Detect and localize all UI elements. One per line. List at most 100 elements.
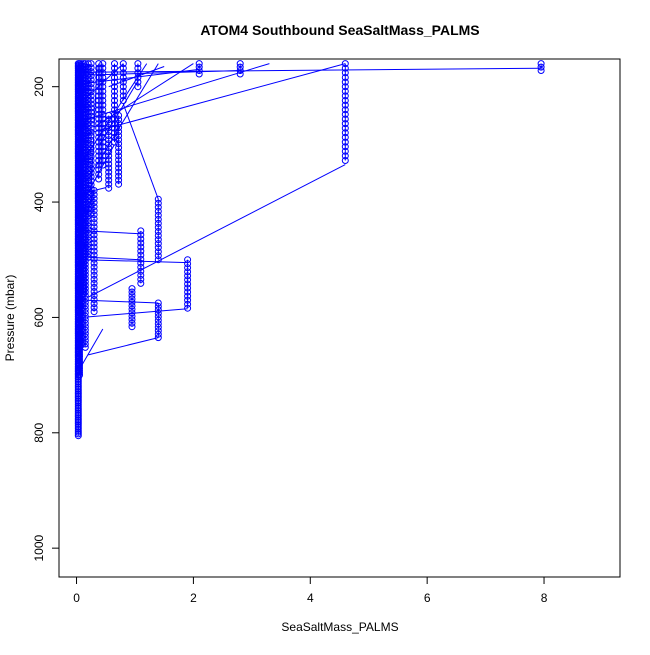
data-point xyxy=(154,309,162,317)
data-point xyxy=(154,219,162,227)
data-point xyxy=(77,311,85,319)
data-point xyxy=(87,60,95,68)
data-point xyxy=(76,348,83,356)
data-point xyxy=(184,280,192,288)
data-point xyxy=(99,69,107,77)
data-point xyxy=(128,316,136,324)
data-point xyxy=(81,295,89,303)
data-point xyxy=(77,341,85,349)
data-point xyxy=(111,83,118,91)
data-point xyxy=(95,157,103,164)
data-point xyxy=(184,288,192,296)
data-point xyxy=(99,83,107,91)
series-line xyxy=(79,63,346,137)
series-line xyxy=(82,68,200,85)
data-point xyxy=(77,307,85,314)
data-point xyxy=(128,305,136,313)
data-point xyxy=(87,112,95,120)
data-point xyxy=(95,69,103,77)
data-point xyxy=(77,332,85,340)
data-point xyxy=(81,312,89,320)
data-point xyxy=(341,147,349,155)
data-point xyxy=(90,207,98,215)
data-point xyxy=(81,305,89,313)
data-point xyxy=(90,308,98,316)
data-point xyxy=(236,60,244,68)
data-point xyxy=(76,364,83,372)
data-point xyxy=(76,369,83,377)
series-line xyxy=(79,144,115,209)
data-point xyxy=(105,180,113,188)
data-point xyxy=(111,124,118,132)
data-point xyxy=(154,195,162,203)
data-point xyxy=(341,133,349,141)
data-point xyxy=(95,60,103,68)
data-point xyxy=(81,337,89,344)
data-point xyxy=(87,136,95,144)
x-tick-label: 6 xyxy=(424,591,431,605)
data-point xyxy=(77,309,85,317)
data-point xyxy=(119,60,127,68)
data-point xyxy=(81,281,89,289)
data-point xyxy=(77,300,85,308)
data-point xyxy=(81,298,89,306)
series-line xyxy=(122,103,159,200)
data-point xyxy=(115,116,123,124)
data-point xyxy=(105,172,113,180)
data-point xyxy=(128,288,136,296)
data-layer xyxy=(74,60,545,440)
data-point xyxy=(134,60,142,68)
data-point xyxy=(81,260,89,268)
y-axis-label: Pressure (mbar) xyxy=(3,275,17,362)
data-point xyxy=(154,323,162,331)
data-point xyxy=(119,64,127,72)
data-point xyxy=(341,60,349,68)
data-point xyxy=(111,115,118,123)
data-point xyxy=(81,333,89,341)
data-point xyxy=(87,157,95,164)
data-point xyxy=(111,60,118,68)
data-point xyxy=(184,256,192,264)
data-point xyxy=(341,157,349,164)
data-point xyxy=(90,304,98,312)
data-point xyxy=(111,97,118,104)
data-point xyxy=(154,327,162,335)
data-point xyxy=(90,275,98,283)
data-point xyxy=(95,147,103,155)
data-point xyxy=(341,124,349,132)
data-point xyxy=(184,300,192,308)
data-point xyxy=(341,129,349,137)
data-point xyxy=(95,143,103,151)
data-point xyxy=(184,260,192,268)
data-point xyxy=(99,87,107,95)
data-point xyxy=(90,271,98,279)
data-point xyxy=(154,334,162,342)
data-point xyxy=(90,199,98,207)
data-point xyxy=(341,64,349,72)
data-point xyxy=(90,239,98,247)
data-point xyxy=(99,64,107,72)
data-point xyxy=(99,106,107,114)
series-line xyxy=(79,256,141,261)
data-point xyxy=(137,239,145,247)
data-point xyxy=(115,136,123,144)
data-point xyxy=(90,211,98,219)
data-point xyxy=(128,292,136,299)
data-point xyxy=(154,306,162,314)
data-point xyxy=(76,346,83,354)
data-point xyxy=(184,264,192,272)
data-point xyxy=(128,285,136,293)
data-point xyxy=(184,276,192,284)
data-point xyxy=(90,247,98,255)
data-point xyxy=(90,279,98,287)
y-tick-label: 200 xyxy=(32,76,46,96)
data-point xyxy=(77,330,85,338)
series-line xyxy=(79,63,270,122)
data-point xyxy=(90,243,98,251)
data-point xyxy=(90,283,98,291)
y-axis: 200 400 600 800 1000 xyxy=(32,76,60,562)
data-point xyxy=(99,97,107,104)
data-point xyxy=(115,148,123,156)
data-point xyxy=(137,231,145,239)
